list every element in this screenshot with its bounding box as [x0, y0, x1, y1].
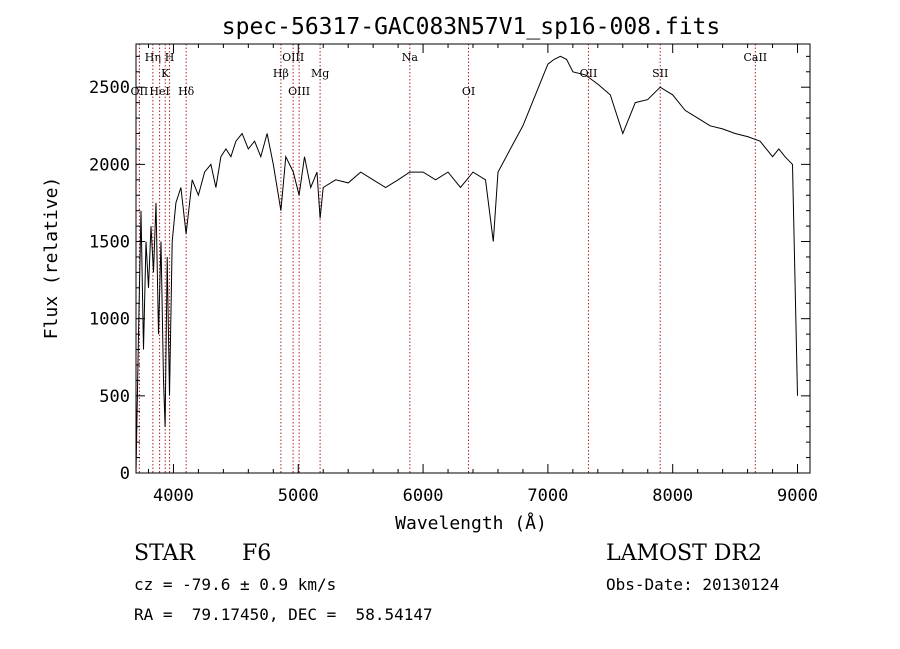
axes: 4000 5000 6000 7000 8000 9000 0 500 1000 1500 2000…	[89, 44, 818, 506]
line-marker-label: K	[161, 67, 170, 80]
x-tick-label: 9000	[777, 486, 818, 506]
line-marker-label: Hη	[145, 51, 161, 64]
line-marker-label: OII	[131, 85, 149, 98]
object-subclass: F6	[242, 541, 272, 566]
y-tick-label: 1000	[89, 310, 130, 330]
x-tick-label: 5000	[278, 486, 319, 506]
y-tick-label: 0	[120, 464, 130, 484]
line-marker-label: Mg	[311, 67, 329, 80]
spectrum-series	[135, 55, 798, 474]
line-marker-label: Hβ	[273, 67, 289, 80]
y-tick-label: 2000	[89, 155, 130, 175]
y-axis-label: Flux (relative)	[41, 177, 62, 340]
line-marker-label: OIII	[282, 51, 304, 64]
observation-date: Obs-Date: 20130124	[606, 575, 780, 594]
x-tick-label: 7000	[527, 486, 568, 506]
radial-velocity: cz = -79.6 ± 0.9 km/s	[134, 575, 337, 594]
x-tick-label: 8000	[652, 486, 693, 506]
y-tick-label: 500	[99, 387, 130, 407]
line-marker-label: H	[165, 51, 175, 64]
line-marker-label: SII	[652, 67, 668, 80]
line-marker-label: Na	[402, 51, 419, 64]
sky-coordinates: RA = 79.17450, DEC = 58.54147	[134, 605, 433, 624]
chart-title: spec-56317-GAC083N57V1_sp16-008.fits	[222, 14, 721, 40]
y-tick-label: 2500	[89, 78, 130, 98]
y-tick-label: 1500	[89, 233, 130, 253]
spectrum-line-0	[135, 55, 798, 474]
object-class: STAR	[134, 541, 195, 566]
line-marker-label: OII	[580, 67, 598, 80]
line-marker-label: Hδ	[178, 85, 195, 98]
x-axis-label: Wavelength (Å)	[395, 512, 547, 534]
line-marker-label: HeI	[149, 85, 169, 98]
plot-frame	[135, 43, 811, 474]
line-marker-label: OI	[462, 85, 475, 98]
x-tick-label: 4000	[153, 486, 194, 506]
x-tick-label: 6000	[403, 486, 444, 506]
survey-label: LAMOST DR2	[606, 541, 762, 566]
line-marker-label: CaII	[743, 51, 767, 64]
line-marker-label: OIII	[288, 85, 310, 98]
